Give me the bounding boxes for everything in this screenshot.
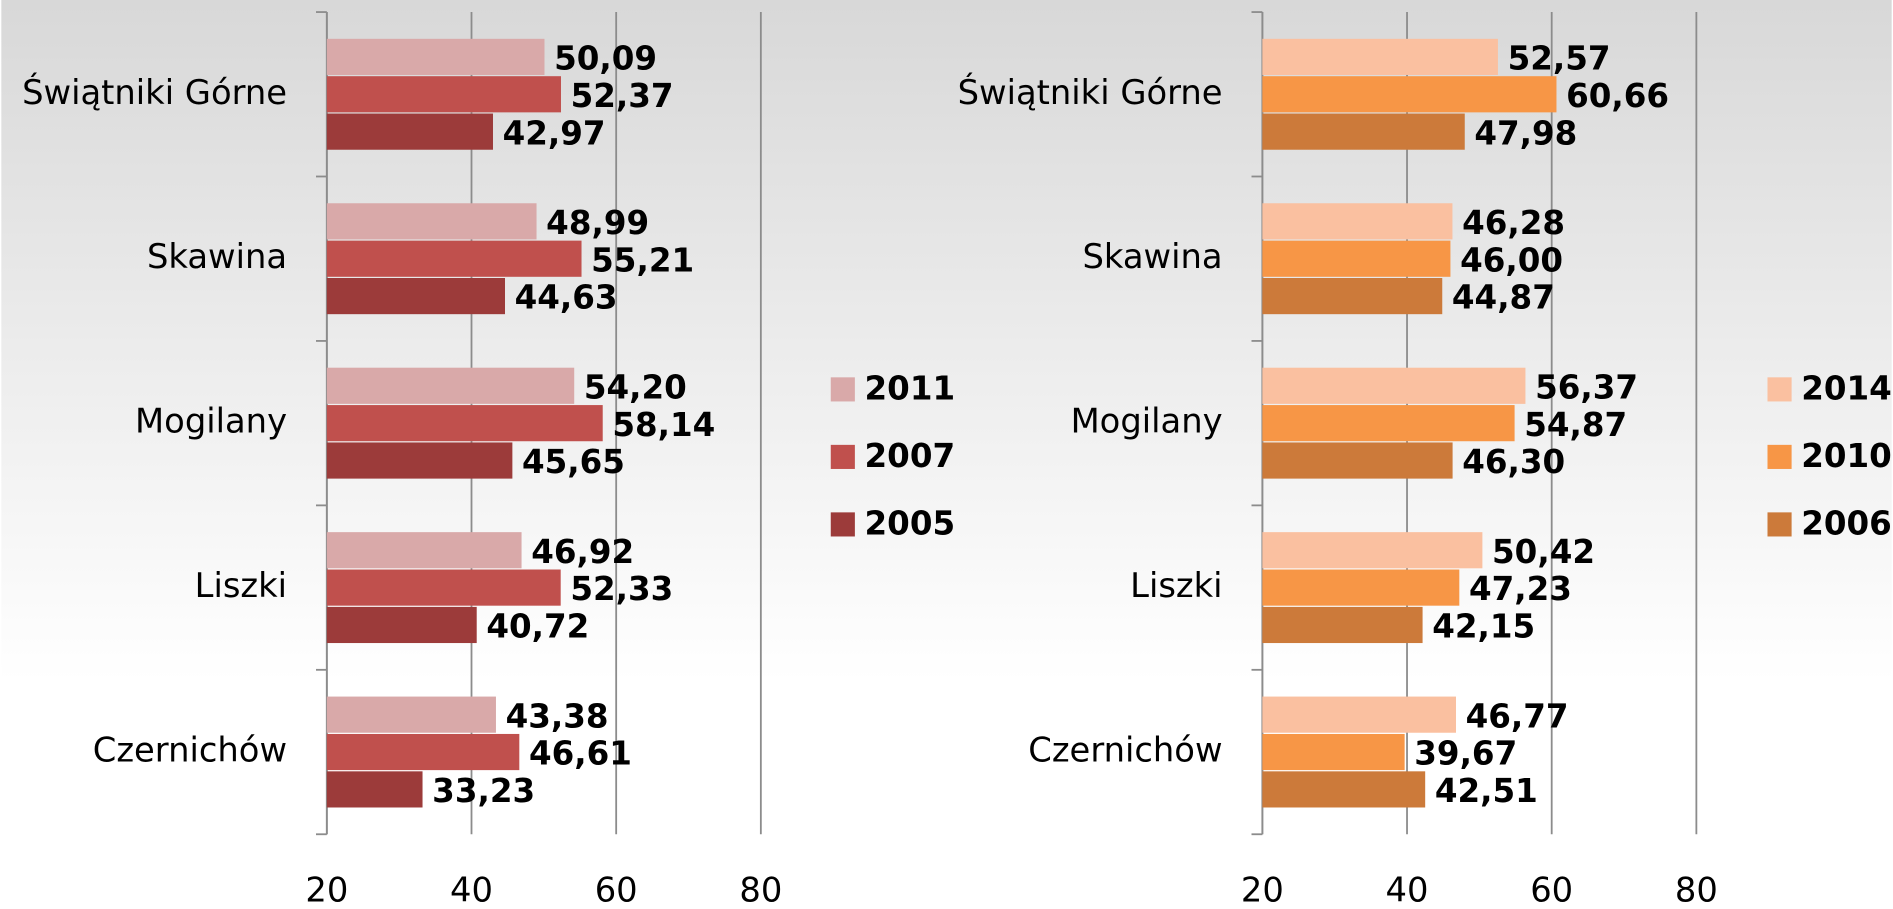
legend-label: 2006: [1801, 505, 1892, 543]
bar: [1262, 240, 1451, 277]
data-label: 52,57: [1508, 40, 1611, 78]
data-label: 54,20: [584, 368, 687, 406]
category-label: Liszki: [195, 566, 287, 605]
legend-swatch: [830, 377, 855, 402]
legend-label: 2011: [865, 370, 956, 408]
data-label: 50,42: [1492, 533, 1595, 571]
x-tick-label: 60: [595, 871, 638, 909]
legend-swatch: [1767, 512, 1792, 537]
bar: [1262, 203, 1453, 240]
data-label: 55,21: [591, 241, 694, 279]
bar: [326, 278, 505, 315]
data-label: 44,63: [515, 279, 618, 317]
bar: [326, 532, 522, 569]
data-label: 47,98: [1474, 114, 1577, 152]
bar: [326, 606, 477, 644]
data-label: 46,30: [1462, 443, 1565, 481]
category-label: Skawina: [1082, 237, 1222, 276]
legend-swatch: [1767, 377, 1792, 402]
x-tick-label: 40: [450, 871, 493, 909]
data-label: 43,38: [506, 697, 609, 735]
bar: [1262, 569, 1460, 606]
bar: [1262, 733, 1405, 771]
data-label: 46,00: [1460, 241, 1563, 279]
legend-label: 2014: [1801, 370, 1892, 408]
bar: [1262, 606, 1423, 644]
bar: [1262, 278, 1443, 315]
data-label: 33,23: [432, 772, 535, 810]
category-label: Skawina: [147, 237, 287, 276]
data-label: 52,33: [570, 570, 673, 608]
legend-label: 2007: [865, 437, 956, 475]
x-tick-label: 80: [1675, 871, 1718, 909]
bar: [326, 113, 493, 150]
bar: [326, 405, 603, 442]
x-tick-label: 20: [305, 871, 348, 909]
data-label: 39,67: [1414, 735, 1517, 773]
data-label: 42,15: [1432, 608, 1535, 646]
legend-swatch: [1767, 444, 1792, 469]
data-label: 60,66: [1566, 77, 1669, 115]
bar: [326, 76, 561, 113]
bar: [1262, 532, 1483, 569]
bar: [1262, 113, 1465, 150]
legend-label: 2010: [1801, 437, 1892, 475]
data-label: 48,99: [546, 204, 649, 242]
category-label: Mogilany: [1071, 402, 1223, 441]
data-label: 42,51: [1435, 772, 1538, 810]
data-label: 52,37: [571, 77, 674, 115]
category-label: Mogilany: [135, 402, 287, 441]
legend-label: 2005: [865, 505, 956, 543]
category-label: Świątniki Górne: [22, 72, 287, 112]
bar: [326, 442, 513, 479]
x-tick-label: 60: [1530, 871, 1573, 909]
category-label: Liszki: [1130, 566, 1222, 605]
category-label: Czernichów: [1028, 731, 1222, 770]
bar: [1262, 771, 1426, 808]
legend-swatch: [830, 444, 855, 469]
bar: [326, 240, 582, 277]
x-tick-label: 20: [1241, 871, 1284, 909]
data-label: 58,14: [612, 406, 715, 444]
data-label: 56,37: [1535, 368, 1638, 406]
bar: [1262, 38, 1498, 75]
bar: [1262, 76, 1557, 113]
bar: [326, 38, 545, 75]
data-label: 42,97: [503, 114, 606, 152]
bar: [1262, 405, 1515, 442]
data-label: 54,87: [1524, 406, 1627, 444]
bar: [326, 367, 575, 404]
data-label: 50,09: [554, 40, 657, 78]
x-tick-label: 80: [739, 871, 782, 909]
data-label: 44,87: [1452, 279, 1555, 317]
bar: [1262, 367, 1526, 404]
category-label: Czernichów: [93, 731, 287, 770]
data-label: 46,28: [1462, 204, 1565, 242]
bar: [326, 733, 520, 771]
bar: [326, 569, 561, 606]
category-label: Świątniki Górne: [958, 72, 1223, 112]
bar: [326, 203, 537, 240]
bar: [326, 771, 423, 808]
data-label: 47,23: [1469, 570, 1572, 608]
data-label: 40,72: [486, 608, 589, 646]
data-label: 46,77: [1466, 697, 1569, 735]
x-tick-label: 40: [1386, 871, 1429, 909]
data-label: 46,92: [531, 533, 634, 571]
bar: [1262, 442, 1453, 479]
bar: [1262, 696, 1456, 733]
legend-swatch: [830, 512, 855, 537]
data-label: 46,61: [529, 735, 632, 773]
data-label: 45,65: [522, 443, 625, 481]
bar: [326, 696, 496, 733]
